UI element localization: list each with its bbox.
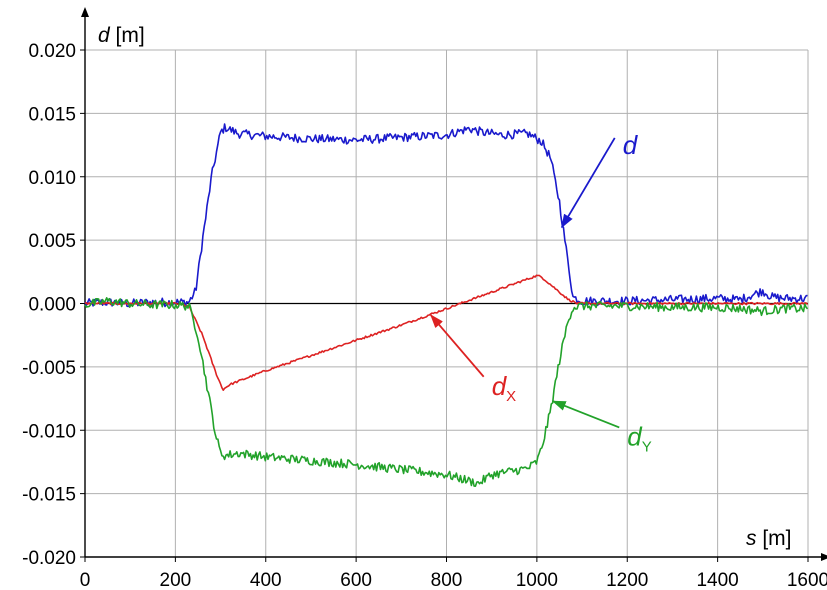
y-tick-label: 0.000 xyxy=(28,295,76,316)
y-tick-label: 0.015 xyxy=(28,104,76,125)
y-tick-label: 0.005 xyxy=(28,231,76,252)
x-tick-label: 200 xyxy=(160,570,192,590)
y-tick-label: -0.005 xyxy=(22,358,76,379)
x-tick-label: 1400 xyxy=(696,570,738,590)
x-tick-label: 400 xyxy=(250,570,282,590)
tick-labels: 0 200 400 600 800 1000 1200 1400 1600 0.020 0.015 0… xyxy=(22,41,827,590)
series-line-dY xyxy=(84,296,809,488)
x-tick-label: 0 xyxy=(80,570,91,590)
annotation-label-dY: dY xyxy=(627,421,651,455)
y-tick-label: -0.010 xyxy=(22,421,76,442)
annotations-layer: d dX dY xyxy=(430,130,652,455)
series-line-dX xyxy=(84,274,809,392)
x-tick-label: 1600 xyxy=(787,570,827,590)
series-line-d xyxy=(84,123,808,308)
annotation-arrow-dY xyxy=(551,400,620,429)
x-tick-label: 600 xyxy=(340,570,372,590)
annotation-arrow-dX xyxy=(430,314,485,378)
series-layer xyxy=(84,123,809,488)
y-tick-label: 0.010 xyxy=(28,168,76,189)
annotation-label-d: d xyxy=(623,130,639,160)
y-tick-label: 0.020 xyxy=(28,41,76,62)
x-tick-label: 1000 xyxy=(516,570,558,590)
annotation-label-dX: dX xyxy=(492,371,516,405)
y-tick-label: -0.015 xyxy=(22,485,76,506)
y-axis-label: d [m] xyxy=(98,24,145,47)
x-axis-label: s [m] xyxy=(746,527,792,550)
y-tick-label: -0.020 xyxy=(22,548,76,569)
annotation-arrow-d xyxy=(560,137,616,229)
x-tick-label: 1200 xyxy=(606,570,648,590)
x-tick-label: 800 xyxy=(431,570,463,590)
